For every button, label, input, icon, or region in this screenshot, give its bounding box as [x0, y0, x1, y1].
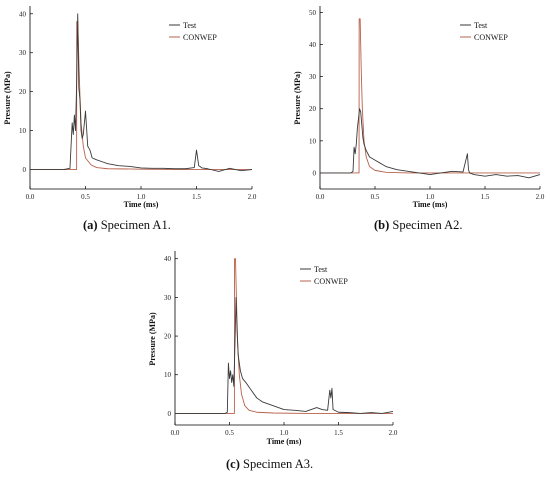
- legend-test-label: Test: [183, 21, 197, 30]
- caption-a3: (c) Specimen A3.: [226, 457, 313, 472]
- legend-conwep-label: CONWEP: [183, 33, 217, 42]
- y-axis-label: Pressure (MPa): [148, 312, 157, 366]
- y-tick-label: 40: [19, 10, 27, 18]
- series-test-line: [175, 297, 393, 413]
- y-tick-label: 10: [309, 137, 317, 145]
- legend-test-label: Test: [314, 265, 328, 274]
- legend-conwep-label: CONWEP: [314, 277, 348, 286]
- series-lines: [30, 14, 252, 172]
- caption-a2-text: Specimen A2.: [389, 218, 462, 232]
- y-ticks: 0 10 20 30 40: [19, 10, 33, 174]
- series-test-line: [320, 109, 540, 178]
- caption-a1: (a) Specimen A1.: [83, 218, 171, 233]
- y-ticks: 0 10 20 30 40 50: [309, 9, 323, 178]
- y-tick-label: 0: [313, 169, 317, 177]
- x-tick-label: 0.0: [171, 429, 180, 437]
- y-axis-label: Pressure (MPa): [3, 71, 12, 125]
- y-tick-label: 50: [309, 9, 317, 17]
- x-ticks: 0.0 0.5 1.0 1.5 2.0: [171, 422, 398, 437]
- x-tick-label: 2.0: [536, 193, 545, 201]
- y-tick-label: 20: [164, 333, 172, 341]
- series-lines: [320, 19, 540, 178]
- legend: Test CONWEP: [169, 21, 217, 42]
- y-ticks: 0 10 20 30 40: [164, 255, 178, 418]
- x-axis-label: Time (ms): [267, 437, 302, 446]
- y-tick-label: 40: [164, 255, 172, 263]
- x-tick-label: 1.5: [481, 193, 490, 201]
- legend-conwep-label: CONWEP: [474, 33, 508, 42]
- y-tick-label: 30: [164, 294, 172, 302]
- x-axis-label: Time (ms): [413, 200, 448, 209]
- x-tick-label: 0.0: [316, 193, 325, 201]
- y-tick-label: 20: [19, 88, 27, 96]
- y-tick-label: 0: [23, 166, 27, 174]
- series-lines: [175, 259, 393, 414]
- caption-a2: (b) Specimen A2.: [374, 218, 463, 233]
- legend: Test CONWEP: [460, 21, 508, 42]
- legend-test-label: Test: [474, 21, 488, 30]
- series-conwep-line: [30, 22, 252, 170]
- x-tick-label: 1.5: [192, 193, 201, 201]
- series-test-line: [30, 14, 252, 172]
- y-tick-label: 10: [19, 127, 27, 135]
- plot-frame: [175, 251, 393, 425]
- x-tick-label: 0.5: [225, 429, 234, 437]
- series-conwep-line: [175, 259, 393, 414]
- caption-a3-text: Specimen A3.: [240, 457, 313, 471]
- y-tick-label: 40: [309, 41, 317, 49]
- y-tick-label: 0: [168, 410, 172, 418]
- y-tick-label: 30: [19, 49, 27, 57]
- chart-a3: 0 10 20 30 40 0.0 0.5 1.0 1.5 2.0 Pressure (MPa)…: [136, 245, 406, 450]
- x-ticks: 0.0 0.5 1.0 1.5 2.0: [316, 186, 545, 201]
- x-ticks: 0.0 0.5 1.0 1.5 2.0: [26, 186, 257, 201]
- caption-a1-text: Specimen A1.: [98, 218, 171, 232]
- x-tick-label: 2.0: [389, 429, 398, 437]
- y-tick-label: 20: [309, 105, 317, 113]
- y-tick-label: 10: [164, 371, 172, 379]
- x-tick-label: 0.5: [371, 193, 380, 201]
- x-tick-label: 2.0: [248, 193, 257, 201]
- y-tick-label: 30: [309, 73, 317, 81]
- caption-a2-label: (b): [374, 218, 389, 232]
- x-tick-label: 0.0: [26, 193, 35, 201]
- x-tick-label: 0.5: [81, 193, 90, 201]
- x-tick-label: 1.0: [280, 429, 289, 437]
- x-axis-label: Time (ms): [124, 200, 159, 209]
- caption-a1-label: (a): [83, 218, 98, 232]
- x-tick-label: 1.5: [334, 429, 343, 437]
- caption-a3-label: (c): [226, 457, 240, 471]
- y-axis-label: Pressure (MPa): [293, 71, 302, 125]
- plot-frame: [30, 6, 252, 189]
- legend: Test CONWEP: [300, 265, 348, 286]
